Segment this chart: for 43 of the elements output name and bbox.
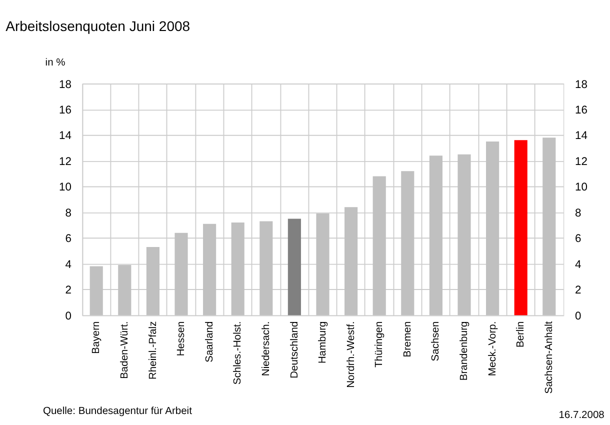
y2-tick-label: 8 [574,207,582,220]
x-tick-label: Rheinl.-Pfalz [148,321,159,380]
y2-tick-label: 0 [574,310,582,322]
x-tick-label: Saarland [204,321,216,362]
x-tick-label: Sachsen-Anhalt [544,321,555,394]
chart-title: Arbeitslosenquoten Juni 2008 [6,18,190,34]
bar [288,218,301,316]
x-tick-label: Deutschland [289,321,300,378]
y-tick-label: 16 [59,104,72,116]
y-tick-label: 10 [59,182,72,194]
y2-tick-label: 16 [574,104,588,116]
source-note: Quelle: Bundesagentur für Arbeit [42,406,192,418]
text: 16.7.2008 [558,410,605,421]
bar [514,140,528,316]
y-axis-title: in % [45,57,66,68]
y2-tick-label: 14 [574,130,588,142]
x-tick-label: Sachsen [430,321,442,362]
x-tick-label: Hamburg [318,321,329,364]
y-tick-label: 0 [65,310,72,322]
x-tick-label: Meck.-Vorp. [487,321,498,376]
x-tick-label: Brandenburg [459,321,470,381]
y-tick-label: 2 [65,284,72,297]
y-tick-label: 4 [65,258,72,271]
x-tick-label: Thüringen [374,321,386,368]
y2-tick-label: 2 [574,284,582,297]
x-tick-label: Bremen [402,321,414,358]
y-tick-label: 6 [65,233,72,246]
y-tick-label: 18 [59,78,72,91]
x-tick-label: Bayern [91,321,102,354]
y2-tick-label: 6 [574,233,582,246]
x-tick-label: Hessen [176,321,188,356]
y2-tick-label: 18 [574,78,588,91]
x-tick-label: Niedersach. [260,321,272,376]
y2-tick-label: 4 [574,258,582,271]
y-tick-label: 8 [65,207,72,220]
x-tick-label: Schles.-Holst. [232,321,244,385]
x-tick-label: Berlin [516,321,527,348]
y-tick-label: 14 [59,130,72,142]
y2-tick-label: 10 [574,182,588,194]
x-tick-label: Nordrh.-Westf. [346,321,357,388]
y2-tick-label: 12 [574,156,588,168]
x-tick-label: Baden-Würt. [119,321,130,379]
y-tick-label: 12 [59,156,72,168]
